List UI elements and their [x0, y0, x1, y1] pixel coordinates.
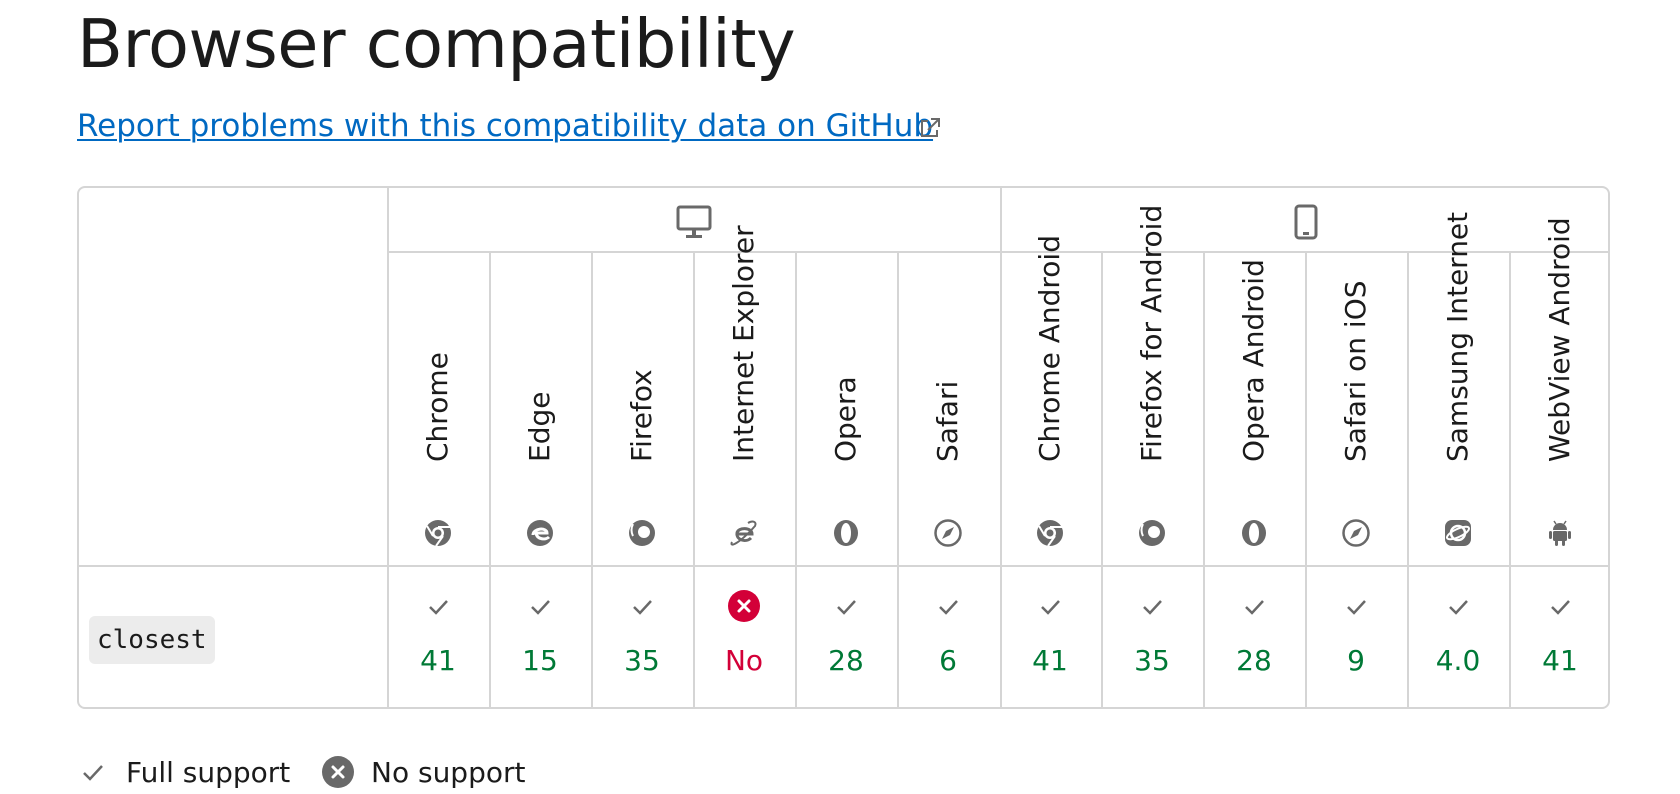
- column-divider: [1305, 251, 1307, 707]
- browser-header-opera-android: Opera Android: [1204, 252, 1304, 564]
- legend-full-support: Full support: [81, 755, 290, 789]
- browser-name: WebView Android: [1543, 217, 1576, 462]
- support-cell[interactable]: 6: [898, 566, 998, 707]
- column-divider: [795, 251, 797, 707]
- safari-icon: [934, 519, 962, 547]
- support-cell[interactable]: 41: [1000, 566, 1100, 707]
- support-cell[interactable]: 28: [796, 566, 896, 707]
- header-divider: [79, 565, 1608, 567]
- checkmark-icon: [939, 600, 958, 615]
- browser-header-safari-on-ios: Safari on iOS: [1306, 252, 1406, 564]
- report-problems-link[interactable]: Report problems with this compatibility …: [77, 108, 934, 144]
- support-cell[interactable]: 35: [1102, 566, 1202, 707]
- browser-header-chrome-android: Chrome Android: [1000, 235, 1100, 564]
- column-divider: [693, 251, 695, 707]
- chrome-icon: [425, 520, 451, 547]
- platform-divider: [388, 251, 1608, 253]
- firefox-icon: [1139, 520, 1165, 546]
- browser-header-opera: Opera: [796, 252, 896, 564]
- support-cell[interactable]: 4.0: [1408, 566, 1508, 707]
- browser-name: Samsung Internet: [1441, 211, 1474, 462]
- support-cell[interactable]: No: [694, 566, 794, 707]
- opera-icon: [834, 520, 858, 546]
- browser-header-safari: Safari: [898, 252, 998, 564]
- no-support-icon: [322, 756, 354, 788]
- checkmark-icon: [633, 600, 652, 615]
- support-version: 9: [1347, 644, 1365, 677]
- legend-full-support-label: Full support: [126, 755, 291, 789]
- checkmark-icon: [83, 765, 103, 781]
- internet-explorer-icon: [730, 520, 757, 546]
- browser-header-edge: Edge: [490, 252, 590, 564]
- browser-header-chrome: Chrome: [388, 252, 488, 564]
- support-version: 35: [624, 644, 660, 677]
- column-divider: [897, 251, 899, 707]
- column-divider: [1407, 251, 1409, 707]
- firefox-icon: [629, 520, 655, 546]
- checkmark-icon: [1347, 600, 1366, 615]
- support-version: 41: [1032, 644, 1068, 677]
- support-version: 28: [1236, 644, 1272, 677]
- checkmark-icon: [531, 600, 550, 615]
- support-cell[interactable]: 35: [592, 566, 692, 707]
- checkmark-icon: [1041, 600, 1060, 615]
- desktop-icon: [676, 205, 712, 238]
- browser-name: Opera: [829, 376, 862, 462]
- browser-name: Edge: [523, 391, 556, 462]
- checkmark-icon: [429, 600, 448, 615]
- browser-name: Opera Android: [1237, 259, 1270, 462]
- browser-name: Safari on iOS: [1339, 280, 1372, 462]
- support-version: 41: [420, 644, 456, 677]
- opera-icon: [1242, 520, 1266, 546]
- support-cell[interactable]: 41: [388, 566, 488, 707]
- platform-group-divider: [1000, 188, 1002, 707]
- column-divider: [1203, 251, 1205, 707]
- safari-icon: [1342, 519, 1370, 547]
- column-divider: [1509, 251, 1511, 707]
- browser-header-firefox: Firefox: [592, 252, 692, 564]
- browser-name: Internet Explorer: [727, 225, 760, 462]
- feature-column-divider: [387, 188, 389, 707]
- legend-no-support-label: No support: [371, 755, 526, 789]
- support-cell[interactable]: 9: [1306, 566, 1406, 707]
- support-version: 41: [1542, 644, 1578, 677]
- support-version: 6: [939, 644, 957, 677]
- edge-icon: [527, 520, 553, 546]
- browser-header-webview-android: WebView Android: [1510, 217, 1608, 564]
- column-divider: [591, 251, 593, 707]
- support-version: 28: [828, 644, 864, 677]
- chrome-icon: [1037, 520, 1063, 547]
- feature-name: closest: [89, 616, 215, 664]
- support-version: 35: [1134, 644, 1170, 677]
- checkmark-icon: [1551, 600, 1570, 615]
- compat-table: closest Chrome 41 Edge 15 Firefox 35 Internet …: [77, 186, 1610, 709]
- browser-header-firefox-for-android: Firefox for Android: [1102, 205, 1202, 564]
- android-icon: [1549, 520, 1571, 546]
- browser-name: Firefox: [625, 369, 658, 462]
- column-divider: [1101, 251, 1103, 707]
- support-cell[interactable]: 41: [1510, 566, 1608, 707]
- checkmark-icon: [1449, 600, 1468, 615]
- page-title: Browser compatibility: [77, 5, 796, 83]
- browser-header-samsung-internet: Samsung Internet: [1408, 212, 1508, 564]
- legend-no-support: No support: [322, 755, 525, 789]
- checkmark-icon: [837, 600, 856, 615]
- browser-name: Chrome Android: [1033, 235, 1066, 462]
- support-version: 15: [522, 644, 558, 677]
- support-version: 4.0: [1435, 644, 1481, 677]
- support-version: No: [724, 644, 764, 677]
- browser-header-internet-explorer: Internet Explorer: [694, 225, 794, 564]
- mobile-icon: [1294, 204, 1318, 240]
- browser-name: Safari: [931, 380, 964, 462]
- browser-name: Chrome: [421, 352, 454, 462]
- no-support-icon: [728, 590, 760, 622]
- column-divider: [489, 251, 491, 707]
- checkmark-icon: [1245, 600, 1264, 615]
- browser-name: Firefox for Android: [1135, 204, 1168, 462]
- support-cell[interactable]: 28: [1204, 566, 1304, 707]
- checkmark-icon: [1143, 600, 1162, 615]
- support-cell[interactable]: 15: [490, 566, 590, 707]
- external-link-icon: [921, 118, 940, 137]
- samsung-internet-icon: [1445, 520, 1471, 546]
